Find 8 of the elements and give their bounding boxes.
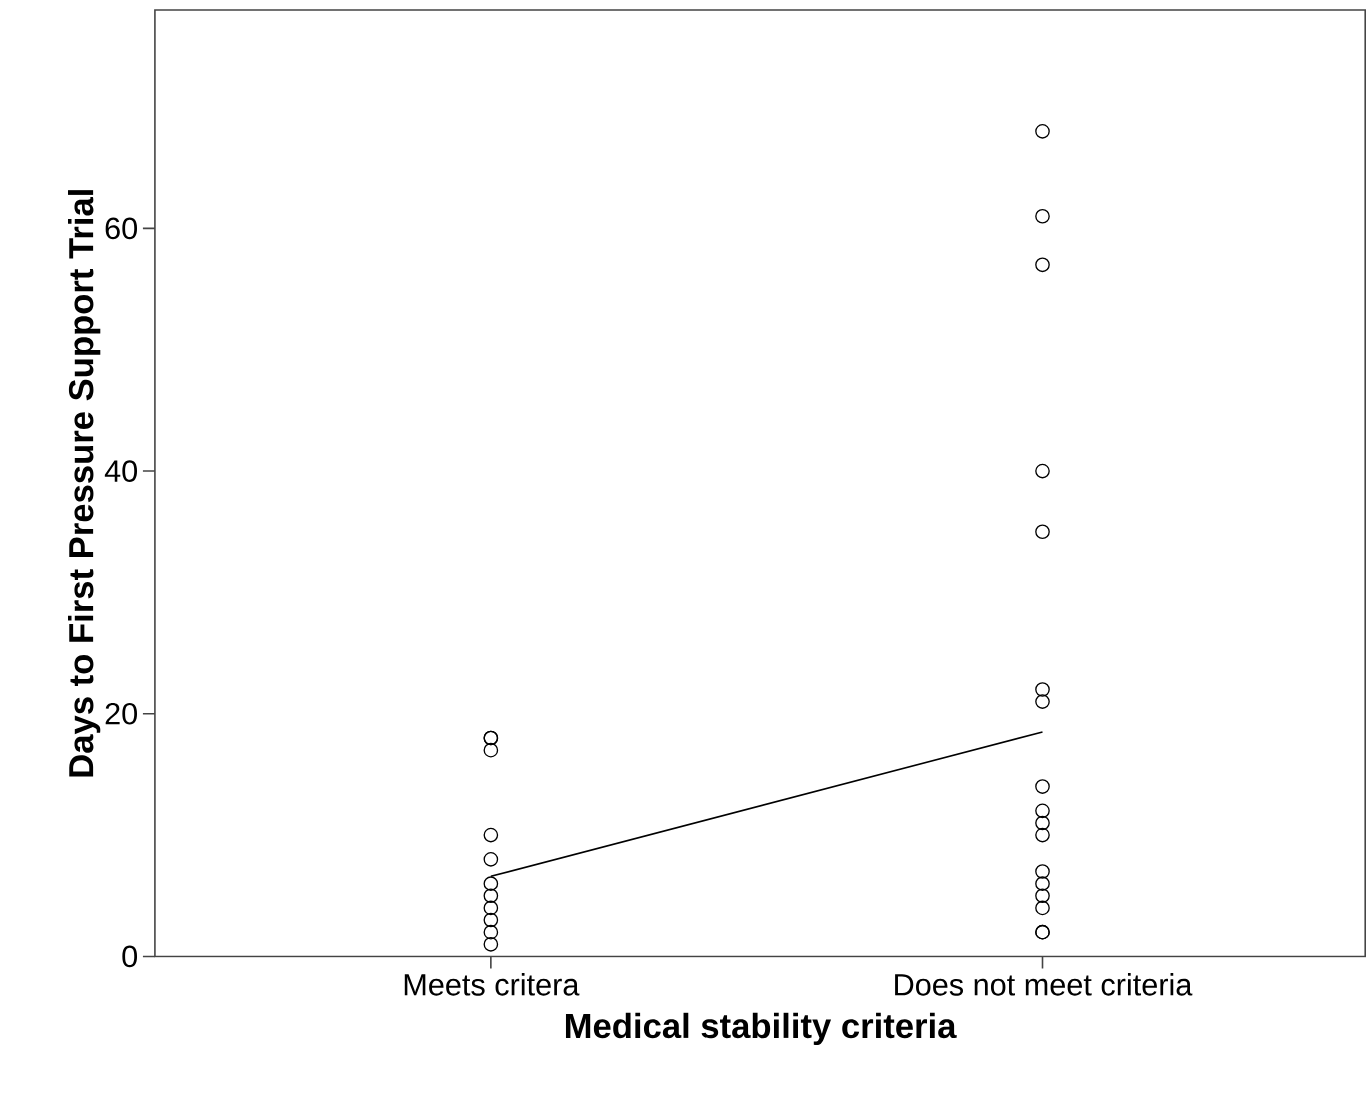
y-tick-label: 20 (105, 702, 138, 725)
y-tick-label: 60 (105, 217, 138, 240)
y-axis-title: Days to First Pressure Support Trial (68, 189, 101, 777)
x-tick-label: Meets critera (404, 972, 580, 996)
y-tick-label: 40 (104, 460, 138, 482)
y-tick-label: 0 (122, 945, 138, 968)
x-axis-title: Medical stability criteria (565, 1012, 957, 1045)
x-tick-label: Does not meet criteria (895, 972, 1193, 996)
